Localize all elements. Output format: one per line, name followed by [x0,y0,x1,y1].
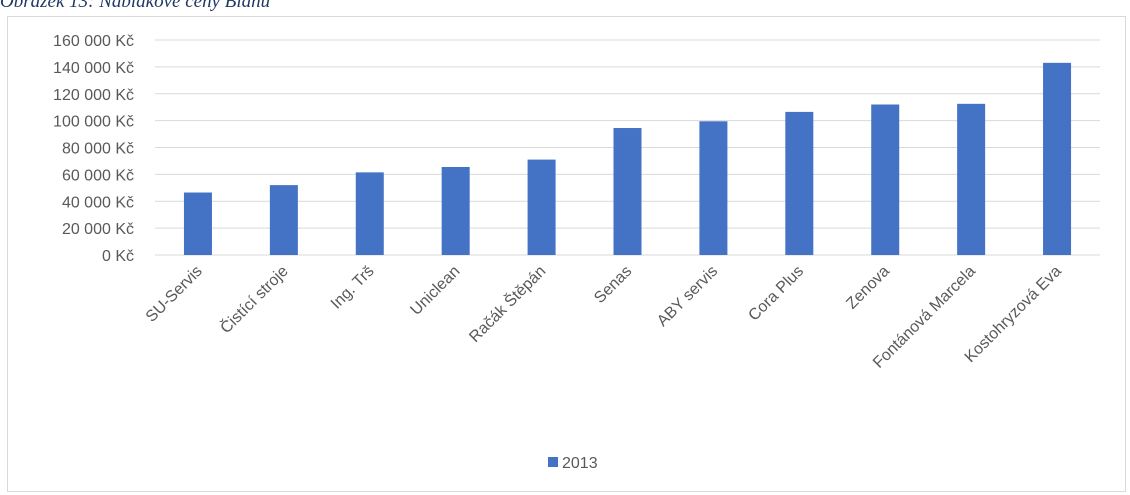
legend-swatch [548,457,558,467]
bar [527,159,556,255]
x-tick-label: Ing. Trš [328,263,378,313]
legend-label: 2013 [562,455,598,472]
y-tick-label: 40 000 Kč [62,194,134,211]
legend: 2013 [548,455,598,472]
bar [871,104,900,255]
y-tick-label: 100 000 Kč [53,114,134,131]
bar [183,192,212,255]
x-tick-label: Senas [591,263,635,307]
y-tick-label: 20 000 Kč [62,221,134,238]
y-tick-label: 140 000 Kč [53,60,134,77]
y-tick-label: 120 000 Kč [53,87,134,104]
y-axis-tick-labels: 0 Kč 20 000 Kč 40 000 Kč 60 000 Kč 80 000 Kč… [53,33,134,265]
y-tick-label: 160 000 Kč [53,33,134,50]
x-tick-label: ABY servis [654,263,721,330]
x-tick-label: Cora Plus [745,263,807,325]
x-tick-label: SU-Servis [143,263,206,326]
x-tick-label: Uniclean [407,263,463,319]
bars [183,62,1072,255]
bar [355,172,384,255]
y-tick-label: 0 Kč [102,248,134,265]
x-tick-label: Čistící stroje [216,261,292,337]
bar [957,103,986,255]
bar [785,111,814,255]
x-axis-tick-labels: SU-Servis Čistící stroje Ing. Trš Uniclean R… [143,261,1065,371]
figure-caption: Obrázek 13: Nabídkové ceny Bidnu [0,0,271,12]
bar [699,121,728,255]
x-tick-label: Zenova [843,263,893,313]
bar [441,166,470,255]
bar [613,128,642,255]
x-tick-label: Kostohryzová Eva [962,263,1065,366]
bar [1043,62,1072,255]
y-tick-label: 80 000 Kč [62,141,134,158]
y-tick-label: 60 000 Kč [62,167,134,184]
x-tick-label: Račák Štěpán [465,261,550,346]
bar [269,185,298,255]
